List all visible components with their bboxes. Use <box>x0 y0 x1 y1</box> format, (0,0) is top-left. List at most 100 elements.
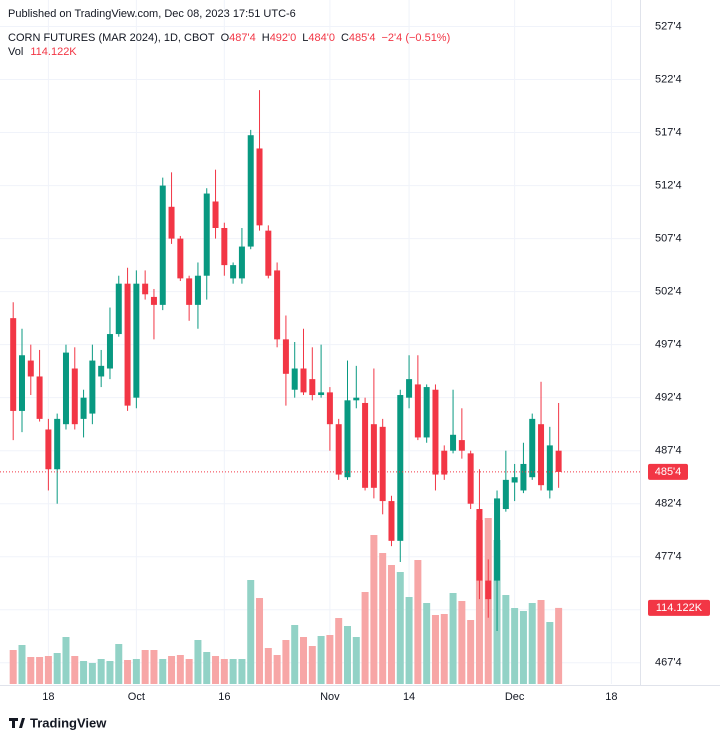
legend-key: L <box>302 32 309 44</box>
volume-bar <box>168 656 176 684</box>
candle-body <box>520 463 527 491</box>
volume-bar <box>300 637 308 684</box>
candle-body <box>546 445 553 491</box>
candle-body <box>133 283 140 398</box>
candle-body <box>441 450 448 475</box>
candle-body <box>353 397 360 401</box>
candle-body <box>485 580 492 600</box>
volume-bar <box>194 640 202 684</box>
volume-bar <box>27 657 35 684</box>
volume-bar <box>141 650 149 684</box>
volume-bar <box>502 595 510 684</box>
volume-pane <box>9 518 563 684</box>
candle-body <box>414 384 421 438</box>
candle-body <box>36 376 43 419</box>
candle-body <box>397 395 404 541</box>
volume-bar <box>537 600 545 684</box>
brand: TradingView <box>30 715 107 730</box>
volume-bar <box>449 593 457 684</box>
brand-logo <box>9 718 25 728</box>
volume-bar <box>431 615 439 684</box>
volume-bar <box>291 625 299 684</box>
legend-change: −2'4 (−0.51%) <box>381 32 451 44</box>
candle-body <box>98 365 105 377</box>
y-tick-label: 512'4 <box>655 179 682 191</box>
volume-bar <box>414 560 422 684</box>
y-tick-label: 482'4 <box>655 498 682 510</box>
candle-body <box>502 479 509 510</box>
y-tick-label: 527'4 <box>655 20 682 32</box>
volume-bar <box>273 655 281 684</box>
candle-body <box>89 360 96 414</box>
x-tick-label: 18 <box>42 691 54 703</box>
candle-body <box>529 418 536 478</box>
volume-legend-value: 114.122K <box>30 46 77 58</box>
candle-body <box>18 355 25 411</box>
candle-body <box>344 400 351 478</box>
candle-body <box>247 135 254 247</box>
last-volume-label: 114.122K <box>656 602 703 614</box>
volume-bar <box>528 603 536 684</box>
y-tick-label: 517'4 <box>655 126 682 138</box>
candle-body <box>538 424 545 486</box>
candle-body <box>450 434 457 451</box>
volume-bar <box>519 611 527 684</box>
candle-body <box>168 206 175 239</box>
candle-body <box>203 193 210 276</box>
volume-bar <box>423 603 431 684</box>
volume-legend-label: Vol <box>8 46 24 58</box>
candle-body <box>159 185 166 305</box>
published: Published on TradingView.com, Dec 08, 20… <box>8 8 296 20</box>
volume-bar <box>335 618 343 684</box>
volume-bar <box>36 657 44 684</box>
price-pane <box>0 90 640 631</box>
volume-bar <box>106 661 114 684</box>
candle-body <box>406 379 413 398</box>
volume-bar <box>150 650 158 684</box>
candle-body <box>71 368 78 425</box>
volume-bar <box>370 535 378 684</box>
symbol: CORN FUTURES (MAR 2024), 1D, CBOT <box>8 32 215 44</box>
volume-bar <box>264 648 272 684</box>
volume-bar <box>458 601 466 684</box>
candle-body <box>318 392 325 396</box>
legend-key: C <box>340 32 349 44</box>
volume-bar <box>44 656 52 684</box>
volume-bar <box>62 637 70 684</box>
candle-body <box>124 283 131 406</box>
candle-body <box>256 148 263 226</box>
y-tick-label: 522'4 <box>655 73 682 85</box>
legend-key: H <box>261 32 270 44</box>
y-tick-label: 487'4 <box>655 445 682 457</box>
volume-bar <box>124 660 132 684</box>
candle-body <box>177 238 184 279</box>
volume-bar <box>238 659 246 684</box>
candle-body <box>362 402 369 488</box>
volume-bar <box>282 640 290 684</box>
candle-body <box>212 201 219 228</box>
volume-bar <box>555 607 563 684</box>
volume-bar <box>176 655 184 684</box>
candle-body <box>186 278 193 305</box>
legend-value: 492'0 <box>269 32 297 44</box>
candle-body <box>555 450 562 472</box>
volume-bar <box>185 659 193 684</box>
candle-body <box>432 389 439 475</box>
volume-bar <box>97 659 105 684</box>
grid <box>0 0 640 684</box>
candle-body <box>54 418 61 470</box>
volume-bar <box>405 597 413 684</box>
x-tick-label: 18 <box>605 691 617 703</box>
volume-bar <box>467 620 475 684</box>
y-tick-label: 497'4 <box>655 339 682 351</box>
legend: CORN FUTURES (MAR 2024), 1D, CBOT O487'4 H… <box>8 32 450 44</box>
candle-body <box>62 352 69 425</box>
volume-bar <box>9 650 17 684</box>
legend-key: O <box>220 32 230 44</box>
x-tick-label: 14 <box>403 691 415 703</box>
last-price-label: 485'4 <box>655 466 682 478</box>
candle-body <box>458 440 465 451</box>
volume-bar <box>220 659 228 684</box>
